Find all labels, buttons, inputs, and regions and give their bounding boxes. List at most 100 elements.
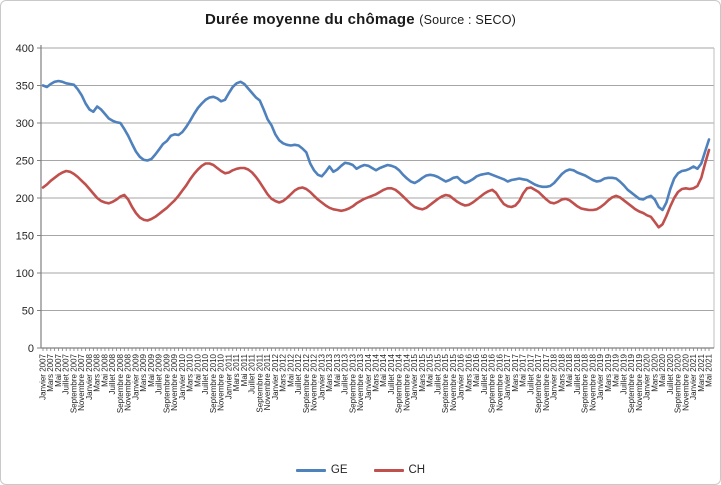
svg-text:Juillet 2020: Juillet 2020 xyxy=(666,353,675,394)
svg-text:Mars 2014: Mars 2014 xyxy=(372,353,381,391)
svg-text:Novembre 2012: Novembre 2012 xyxy=(310,353,319,410)
svg-text:200: 200 xyxy=(16,193,34,205)
svg-text:Janvier 2019: Janvier 2019 xyxy=(596,353,605,399)
svg-text:Mars 2013: Mars 2013 xyxy=(325,353,334,391)
svg-text:Mai 2013: Mai 2013 xyxy=(333,353,342,386)
svg-text:Janvier 2013: Janvier 2013 xyxy=(317,353,326,399)
svg-text:Septembre 2009: Septembre 2009 xyxy=(162,353,171,413)
svg-text:Janvier 2009: Janvier 2009 xyxy=(131,353,140,399)
svg-text:Mars 2015: Mars 2015 xyxy=(418,353,427,391)
svg-text:Mars 2021: Mars 2021 xyxy=(697,353,706,391)
svg-text:Mars 2017: Mars 2017 xyxy=(511,353,520,391)
svg-text:Novembre 2007: Novembre 2007 xyxy=(77,353,86,410)
svg-text:Novembre 2018: Novembre 2018 xyxy=(588,353,597,410)
svg-text:Septembre 2017: Septembre 2017 xyxy=(534,353,543,413)
svg-text:Mai 2015: Mai 2015 xyxy=(426,353,435,386)
svg-text:Mars 2007: Mars 2007 xyxy=(46,353,55,391)
svg-text:Janvier 2011: Janvier 2011 xyxy=(224,353,233,399)
svg-text:Juillet 2009: Juillet 2009 xyxy=(155,353,164,394)
legend-item-ge: GE xyxy=(295,464,348,476)
svg-text:Juillet 2011: Juillet 2011 xyxy=(248,353,257,393)
svg-text:Janvier 2007: Janvier 2007 xyxy=(39,353,48,399)
chart-source-note: (Source : SECO) xyxy=(419,13,516,27)
svg-text:Janvier 2010: Janvier 2010 xyxy=(178,353,187,399)
svg-text:Novembre 2010: Novembre 2010 xyxy=(217,353,226,410)
svg-text:Septembre 2015: Septembre 2015 xyxy=(441,353,450,413)
chart-title-text: Durée moyenne du chômage xyxy=(204,11,415,28)
svg-text:Septembre 2014: Septembre 2014 xyxy=(395,353,404,413)
svg-text:Mars 2011: Mars 2011 xyxy=(232,353,241,391)
svg-text:Janvier 2014: Janvier 2014 xyxy=(364,353,373,399)
svg-text:Septembre 2018: Septembre 2018 xyxy=(581,353,590,413)
svg-text:Mai 2012: Mai 2012 xyxy=(286,353,295,386)
svg-text:Juillet 2017: Juillet 2017 xyxy=(526,353,535,394)
svg-text:Janvier 2008: Janvier 2008 xyxy=(85,353,94,399)
svg-text:Janvier 2017: Janvier 2017 xyxy=(503,353,512,399)
svg-text:Juillet 2008: Juillet 2008 xyxy=(108,353,117,394)
svg-text:Juillet 2013: Juillet 2013 xyxy=(341,353,350,394)
svg-text:Mars 2020: Mars 2020 xyxy=(650,353,659,391)
svg-text:Mai 2018: Mai 2018 xyxy=(565,353,574,386)
svg-text:400: 400 xyxy=(16,43,34,55)
svg-text:Mars 2010: Mars 2010 xyxy=(186,353,195,391)
svg-text:300: 300 xyxy=(16,118,34,130)
svg-text:Janvier 2018: Janvier 2018 xyxy=(550,353,559,399)
svg-text:100: 100 xyxy=(16,268,34,280)
svg-text:Mars 2012: Mars 2012 xyxy=(279,353,288,391)
svg-text:Septembre 2020: Septembre 2020 xyxy=(674,353,683,413)
svg-text:Novembre 2011: Novembre 2011 xyxy=(263,353,272,410)
svg-text:Septembre 2016: Septembre 2016 xyxy=(488,353,497,413)
svg-text:Septembre 2007: Septembre 2007 xyxy=(69,353,78,413)
svg-text:0: 0 xyxy=(28,343,34,355)
svg-text:Mai 2010: Mai 2010 xyxy=(193,353,202,386)
ch-line-icon xyxy=(373,468,404,472)
svg-text:Janvier 2021: Janvier 2021 xyxy=(689,353,698,399)
svg-text:Novembre 2016: Novembre 2016 xyxy=(495,353,504,410)
svg-text:Juillet 2019: Juillet 2019 xyxy=(619,353,628,394)
svg-text:Novembre 2015: Novembre 2015 xyxy=(449,353,458,410)
svg-text:Janvier 2012: Janvier 2012 xyxy=(271,353,280,399)
svg-text:Juillet 2015: Juillet 2015 xyxy=(433,353,442,394)
svg-text:Mars 2019: Mars 2019 xyxy=(604,353,613,391)
svg-text:Mai 2011: Mai 2011 xyxy=(240,353,249,386)
ge-line-icon xyxy=(295,468,326,472)
svg-text:Mai 2017: Mai 2017 xyxy=(519,353,528,386)
svg-text:Janvier 2016: Janvier 2016 xyxy=(457,353,466,399)
svg-text:Novembre 2014: Novembre 2014 xyxy=(402,353,411,410)
svg-text:Novembre 2017: Novembre 2017 xyxy=(542,353,551,410)
svg-text:Mai 2014: Mai 2014 xyxy=(379,353,388,386)
legend-label-ge: GE xyxy=(330,464,348,476)
svg-text:Janvier 2015: Janvier 2015 xyxy=(410,353,419,399)
svg-text:Novembre 2008: Novembre 2008 xyxy=(124,353,133,410)
svg-text:Mars 2016: Mars 2016 xyxy=(464,353,473,391)
svg-text:Septembre 2010: Septembre 2010 xyxy=(209,353,218,413)
svg-text:Novembre 2019: Novembre 2019 xyxy=(635,353,644,410)
svg-text:Juillet 2012: Juillet 2012 xyxy=(294,353,303,394)
svg-text:Septembre 2019: Septembre 2019 xyxy=(627,353,636,413)
svg-text:Septembre 2013: Septembre 2013 xyxy=(348,353,357,413)
svg-text:Mars 2018: Mars 2018 xyxy=(557,353,566,391)
svg-text:Mai 2021: Mai 2021 xyxy=(705,353,714,386)
svg-text:Juillet 2016: Juillet 2016 xyxy=(480,353,489,394)
svg-text:Mai 2008: Mai 2008 xyxy=(100,353,109,386)
chart-legend: GE CH xyxy=(1,464,720,476)
svg-text:Mai 2016: Mai 2016 xyxy=(472,353,481,386)
svg-text:50: 50 xyxy=(22,306,34,318)
legend-label-ch: CH xyxy=(408,464,426,476)
svg-text:Juillet 2007: Juillet 2007 xyxy=(62,353,71,394)
svg-text:Novembre 2020: Novembre 2020 xyxy=(681,353,690,410)
svg-text:Juillet 2018: Juillet 2018 xyxy=(573,353,582,394)
svg-text:Mai 2020: Mai 2020 xyxy=(658,353,667,386)
svg-text:250: 250 xyxy=(16,156,34,168)
svg-text:Septembre 2011: Septembre 2011 xyxy=(255,353,264,412)
svg-text:Mai 2009: Mai 2009 xyxy=(147,353,156,386)
svg-text:Novembre 2013: Novembre 2013 xyxy=(356,353,365,410)
svg-text:Septembre 2008: Septembre 2008 xyxy=(116,353,125,413)
svg-text:150: 150 xyxy=(16,231,34,243)
svg-text:Juillet 2010: Juillet 2010 xyxy=(201,353,210,394)
svg-text:Mai 2007: Mai 2007 xyxy=(54,353,63,386)
svg-text:350: 350 xyxy=(16,81,34,93)
svg-text:Mars 2008: Mars 2008 xyxy=(93,353,102,391)
